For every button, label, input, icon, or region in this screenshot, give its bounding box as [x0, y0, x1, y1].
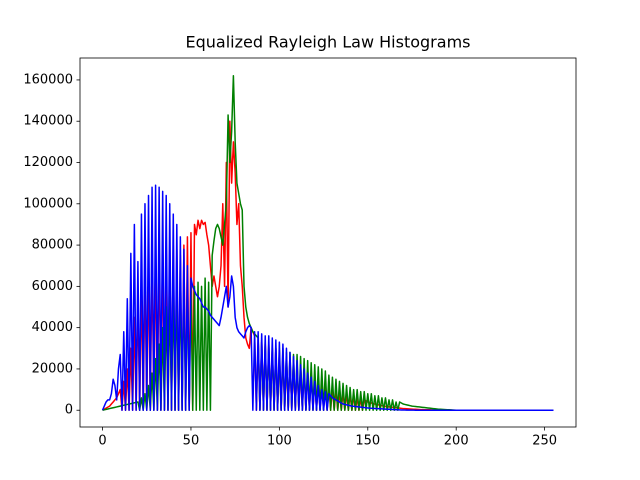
- y-tick-label: 20000: [32, 361, 73, 376]
- chart-title: Equalized Rayleigh Law Histograms: [186, 33, 471, 52]
- y-tick-label: 80000: [32, 238, 73, 253]
- y-tick-label: 160000: [23, 72, 73, 87]
- y-tick-label: 120000: [23, 155, 73, 170]
- x-tick-label: 50: [183, 434, 200, 449]
- x-tick-label: 250: [532, 434, 557, 449]
- y-tick-label: 40000: [32, 320, 73, 335]
- plot-frame: [79, 57, 577, 428]
- y-tick-label: 60000: [32, 279, 73, 294]
- y-tick-label: 0: [65, 403, 73, 418]
- x-tick-label: 150: [355, 434, 380, 449]
- y-tick-label: 140000: [23, 114, 73, 129]
- x-tick-label: 100: [267, 434, 292, 449]
- x-tick-label: 0: [98, 434, 106, 449]
- y-tick-label: 100000: [23, 196, 73, 211]
- x-tick-label: 200: [444, 434, 469, 449]
- data-line: [101, 184, 554, 411]
